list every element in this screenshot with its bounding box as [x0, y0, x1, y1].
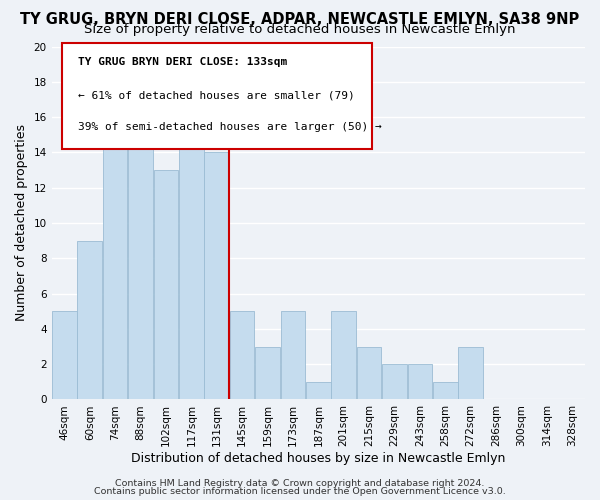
- Bar: [407, 364, 432, 400]
- Bar: [205, 152, 229, 400]
- Bar: [128, 100, 153, 400]
- Bar: [433, 382, 458, 400]
- Bar: [458, 346, 483, 400]
- Text: TY GRUG, BRYN DERI CLOSE, ADPAR, NEWCASTLE EMLYN, SA38 9NP: TY GRUG, BRYN DERI CLOSE, ADPAR, NEWCAST…: [20, 12, 580, 28]
- Bar: [52, 311, 77, 400]
- Bar: [77, 240, 102, 400]
- Y-axis label: Number of detached properties: Number of detached properties: [15, 124, 28, 322]
- Bar: [357, 346, 382, 400]
- Bar: [255, 346, 280, 400]
- Text: 39% of semi-detached houses are larger (50) →: 39% of semi-detached houses are larger (…: [79, 122, 382, 132]
- Bar: [382, 364, 407, 400]
- Bar: [306, 382, 331, 400]
- Text: Size of property relative to detached houses in Newcastle Emlyn: Size of property relative to detached ho…: [84, 22, 516, 36]
- Bar: [103, 134, 127, 400]
- Text: Contains public sector information licensed under the Open Government Licence v3: Contains public sector information licen…: [94, 487, 506, 496]
- Text: Contains HM Land Registry data © Crown copyright and database right 2024.: Contains HM Land Registry data © Crown c…: [115, 479, 485, 488]
- FancyBboxPatch shape: [62, 43, 371, 149]
- Bar: [179, 134, 203, 400]
- Text: TY GRUG BRYN DERI CLOSE: 133sqm: TY GRUG BRYN DERI CLOSE: 133sqm: [79, 57, 287, 67]
- X-axis label: Distribution of detached houses by size in Newcastle Emlyn: Distribution of detached houses by size …: [131, 452, 506, 465]
- Bar: [331, 311, 356, 400]
- Bar: [230, 311, 254, 400]
- Text: ← 61% of detached houses are smaller (79): ← 61% of detached houses are smaller (79…: [79, 90, 355, 101]
- Bar: [154, 170, 178, 400]
- Bar: [281, 311, 305, 400]
